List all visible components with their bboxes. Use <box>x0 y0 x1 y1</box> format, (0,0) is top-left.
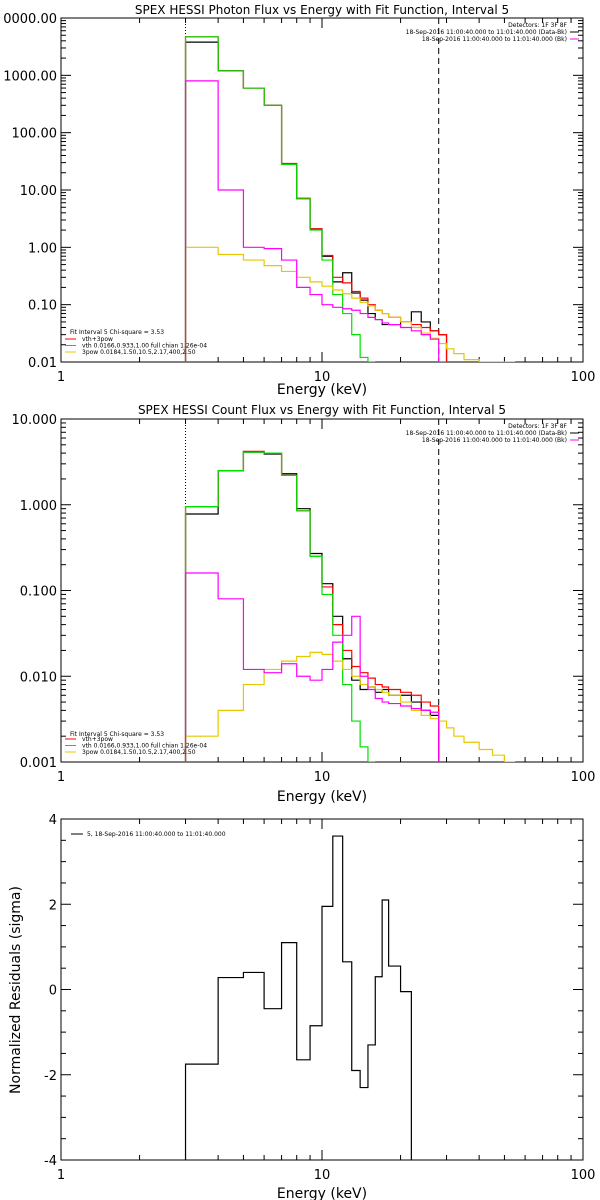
y-tick-label: -2 <box>44 1069 57 1084</box>
y-tick-label: 0.10 <box>28 299 57 314</box>
x-tick-label: 1 <box>57 1168 65 1183</box>
y-tick-label: 100.00 <box>12 127 58 142</box>
y-tick-label: 0.001 <box>20 756 57 771</box>
y-tick-label: 1000.00 <box>3 69 57 84</box>
legend-label: vth 0.0166,0.933,1.00 full chian 1.26e-0… <box>82 343 207 350</box>
y-tick-label: 10.00 <box>20 184 57 199</box>
photon-flux-fit-info: Fit Interval 5 Chi-square = 3.53 <box>70 329 164 336</box>
y-tick-label: 1.000 <box>20 499 57 514</box>
series-1-step-line <box>184 450 440 762</box>
photon-flux-title: SPEX HESSI Photon Flux vs Energy with Fi… <box>135 3 509 17</box>
y-tick-label: 10.000 <box>12 413 58 428</box>
y-tick-label: -4 <box>44 1154 57 1169</box>
residuals-ylabel: Normalized Residuals (sigma) <box>8 886 24 1094</box>
y-tick-label: 4 <box>49 813 57 828</box>
count-flux-title: SPEX HESSI Count Flux vs Energy with Fit… <box>138 403 506 417</box>
legend-label: 3pow 0.0184,1.50,10.5,2.17,400,2.50 <box>82 749 196 756</box>
series-2-step-line <box>184 36 376 362</box>
x-tick-label: 1 <box>57 770 65 785</box>
x-tick-label: 10 <box>314 370 331 385</box>
residuals-xlabel: Energy (keV) <box>277 1186 367 1200</box>
series-0-step-line <box>184 41 448 362</box>
x-tick-label: 10 <box>314 1168 331 1183</box>
legend-label: 3pow 0.0184,1.50,10.5,2.17,400,2.50 <box>82 349 196 356</box>
count-flux-panel: SPEX HESSI Count Flux vs Energy with Fit… <box>12 403 596 805</box>
photon-flux-panel: SPEX HESSI Photon Flux vs Energy with Fi… <box>3 3 595 398</box>
y-tick-label: 0000.00 <box>3 12 57 27</box>
count-flux-xlabel: Energy (keV) <box>277 789 367 805</box>
x-tick-label: 10 <box>314 770 331 785</box>
legend-label: vth+3pow <box>82 336 113 343</box>
header-line: 18-Sep-2016 11:00:40.000 to 11:01:40.000… <box>422 36 567 43</box>
header-line: 18-Sep-2016 11:00:40.000 to 11:01:40.000… <box>422 437 567 444</box>
series-4-step-line <box>184 572 440 762</box>
x-tick-label: 100 <box>571 1168 596 1183</box>
series-4-step-line <box>184 80 447 362</box>
photon-flux-xlabel: Energy (keV) <box>277 382 367 398</box>
header-line: 18-Sep-2016 11:00:40.000 to 11:01:40.000… <box>406 29 567 36</box>
series-0-step-line <box>184 451 440 762</box>
x-tick-label: 1 <box>57 370 65 385</box>
series-1-step-line <box>184 36 448 362</box>
y-tick-label: 0 <box>49 984 57 999</box>
x-tick-label: 100 <box>571 370 596 385</box>
x-tick-label: 100 <box>571 770 596 785</box>
header-line: 18-Sep-2016 11:00:40.000 to 11:01:40.000… <box>406 430 567 437</box>
y-tick-label: 0.100 <box>20 585 57 600</box>
legend-label: vth 0.0166,0.933,1.00 full chian 1.26e-0… <box>82 743 207 750</box>
legend-label: vth+3pow <box>82 736 113 743</box>
header-line: Detectors: 1F 3F 8F <box>508 423 567 430</box>
plot-frame <box>60 17 584 363</box>
header-line: Detectors: 1F 3F 8F <box>508 22 567 29</box>
series-0-step-line <box>184 835 412 1160</box>
y-tick-label: 0.010 <box>20 670 57 685</box>
residuals-panel: Energy (keV) Normalized Residuals (sigma… <box>8 813 595 1200</box>
y-tick-label: 2 <box>49 898 57 913</box>
count-flux-fit-info: Fit Interval 5 Chi-square = 3.53 <box>70 731 164 738</box>
y-tick-label: 0.01 <box>28 356 57 371</box>
legend-label: 5, 18-Sep-2016 11:00:40.000 to 11:01:40.… <box>87 831 226 838</box>
y-tick-label: 1.00 <box>28 241 57 256</box>
series-3-step-line <box>184 651 516 762</box>
series-3-step-line <box>184 246 516 362</box>
series-2-step-line <box>184 451 376 762</box>
